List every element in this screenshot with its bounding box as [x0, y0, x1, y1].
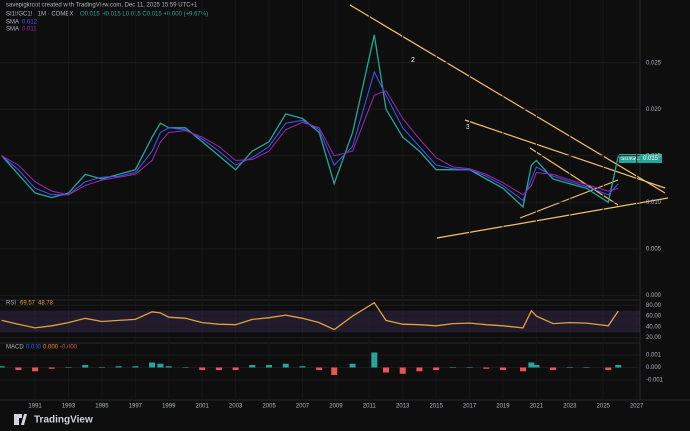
y-tick-label: 40.00	[646, 324, 662, 330]
x-tick-label: 2007	[296, 404, 310, 410]
x-tick-label: 2015	[429, 404, 443, 410]
histogram-bar	[182, 367, 189, 368]
y-tick-label: 0.005	[646, 246, 662, 252]
ohlc: O0.015 H0.015 L0.015 C0.015 +0.000 (+9.6…	[80, 12, 208, 18]
histogram-bar	[282, 363, 289, 368]
x-tick-label: 1997	[129, 404, 143, 410]
histogram-bar	[15, 367, 22, 370]
histogram-bar	[0, 366, 5, 368]
x-tick-label: 2017	[463, 404, 477, 410]
watermark: TradingView	[34, 415, 93, 426]
x-tick-label: 1991	[28, 404, 42, 410]
x-tick-label: 2005	[262, 404, 276, 410]
histogram-bar	[399, 367, 406, 374]
x-tick-label: 2011	[363, 404, 377, 410]
x-tick-label: 2027	[630, 404, 644, 410]
y-tick-label: 0.020	[646, 107, 662, 113]
histogram-bar	[149, 362, 156, 368]
x-tick-label: 2003	[229, 404, 243, 410]
histogram-bar	[416, 367, 423, 372]
histogram-bar	[48, 367, 55, 369]
histogram-bar	[249, 365, 256, 368]
macd-value: 0.000	[43, 345, 59, 351]
histogram-bar	[199, 367, 206, 370]
macd-title: MACD	[6, 345, 24, 351]
x-tick-label: 1995	[95, 404, 109, 410]
histogram-bar	[65, 367, 72, 368]
x-tick-label: 2009	[329, 404, 343, 410]
histogram-bar	[483, 367, 490, 369]
annotation: 3	[466, 124, 470, 131]
rsi-title: RSI	[6, 301, 16, 307]
histogram-bar	[165, 366, 172, 368]
histogram-bar	[528, 362, 535, 368]
histogram-bar	[115, 366, 122, 368]
histogram-bar	[98, 367, 105, 368]
histogram-bar	[433, 367, 440, 370]
price-label: 0.015	[643, 156, 659, 162]
symbol: SI1!/GC1! · 1M · COMEX	[6, 12, 73, 18]
logo	[14, 414, 27, 425]
legend-label: SMA	[6, 20, 19, 26]
y-tick-label: 20.00	[646, 335, 662, 341]
legend-value: 0.011	[22, 27, 37, 33]
y-tick-label: 0.001	[646, 353, 662, 359]
histogram-bar	[157, 363, 164, 368]
legend-value: 0.012	[22, 20, 38, 26]
histogram-bar	[466, 367, 473, 368]
histogram-bar	[383, 367, 390, 373]
rsi-value: 48.78	[38, 301, 54, 307]
y-tick-label: 0.015	[646, 153, 662, 159]
histogram-bar	[215, 367, 222, 370]
x-tick-label: 2001	[196, 404, 210, 410]
price-tag-box	[619, 154, 657, 163]
histogram-bar	[82, 365, 89, 368]
legend-label: SMA	[6, 27, 19, 33]
histogram-bar	[32, 367, 39, 372]
trend-line	[464, 119, 666, 189]
price-tag: SI1!/GC1!	[621, 156, 643, 162]
histogram-bar	[449, 367, 456, 368]
y-tick-label: 0.025	[646, 60, 662, 66]
histogram-bar	[331, 367, 338, 375]
histogram-bar	[299, 366, 306, 368]
annotation: 2	[411, 57, 415, 64]
histogram-bar	[371, 352, 378, 368]
x-tick-label: 1993	[62, 404, 76, 410]
y-tick-label: 80.00	[646, 303, 662, 309]
series-line	[1, 89, 619, 196]
rsi-band	[0, 310, 640, 333]
price-label-box	[640, 154, 662, 163]
y-tick-label: 0.010	[646, 200, 662, 206]
x-tick-label: 2023	[563, 404, 577, 410]
rsi-value: 69.57	[20, 301, 36, 307]
y-tick-label: -0.001	[646, 378, 664, 384]
histogram-bar	[533, 365, 540, 368]
histogram-bar	[349, 363, 356, 368]
y-tick-label: 0.000	[646, 293, 662, 299]
macd-value: 0.000	[26, 345, 42, 351]
trend-line	[436, 197, 669, 239]
histogram-bar	[520, 367, 527, 372]
series-line	[1, 301, 619, 331]
histogram-bar	[583, 367, 590, 368]
histogram-bar	[615, 365, 622, 368]
histogram-bar	[316, 367, 323, 370]
x-tick-label: 2025	[597, 404, 611, 410]
x-tick-label: 1999	[162, 404, 176, 410]
histogram-bar	[566, 367, 573, 368]
x-tick-label: 2013	[396, 404, 410, 410]
x-tick-label: 2019	[496, 404, 510, 410]
histogram-bar	[232, 367, 239, 370]
histogram-bar	[132, 366, 139, 368]
histogram-bar	[499, 367, 506, 370]
x-tick-label: 2021	[530, 404, 544, 410]
histogram-bar	[605, 367, 612, 370]
y-tick-label: 60.00	[646, 314, 662, 320]
y-tick-label: 0.000	[646, 365, 662, 371]
histogram-bar	[550, 367, 557, 370]
histogram-bar	[266, 365, 273, 368]
